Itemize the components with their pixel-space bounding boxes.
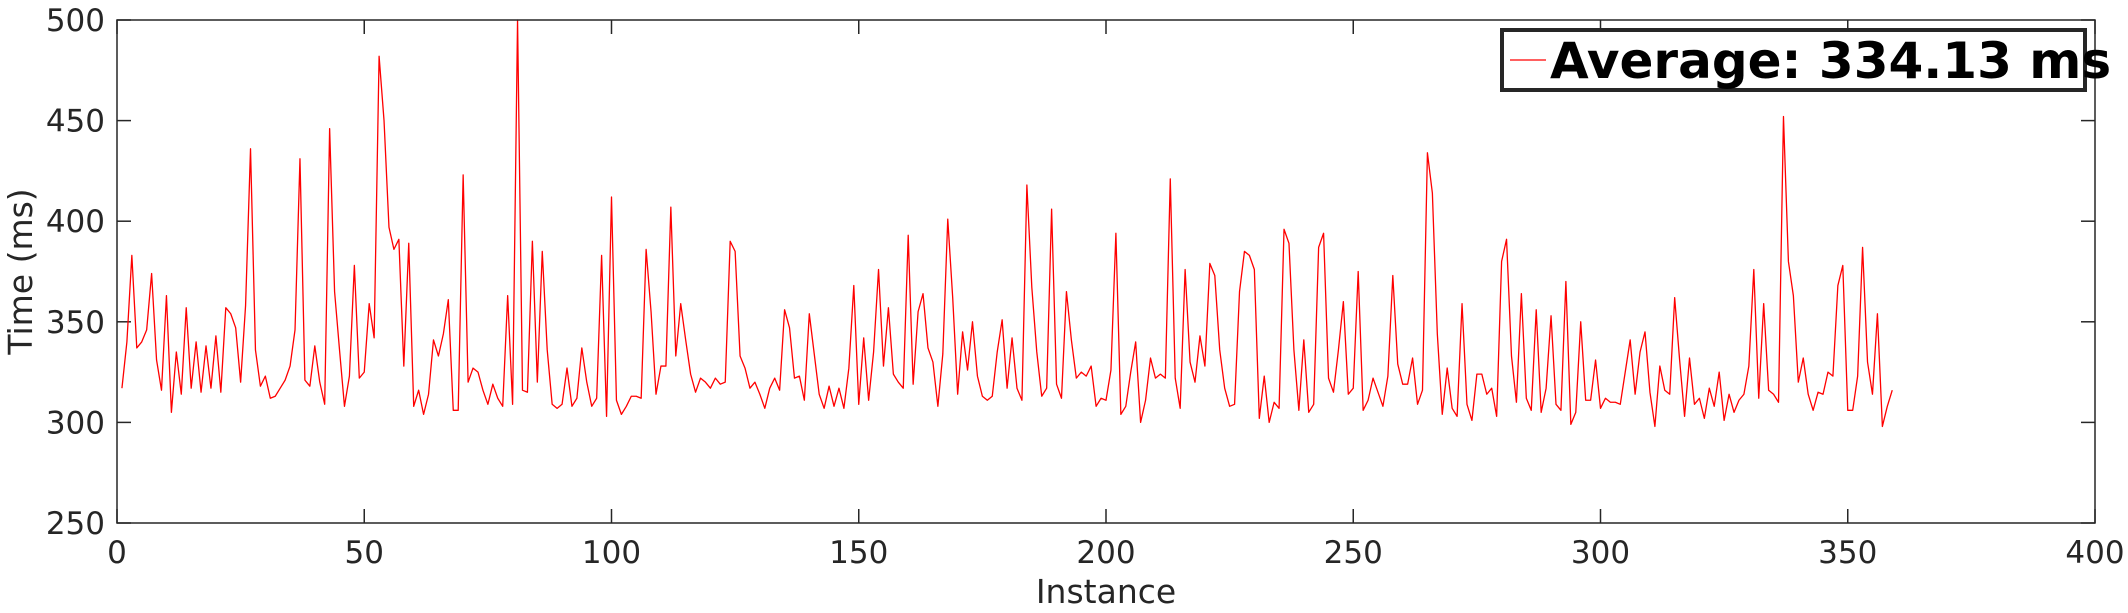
y-tick-label: 500 (46, 3, 105, 39)
x-tick-label: 150 (829, 535, 888, 571)
y-tick-label: 400 (46, 204, 105, 240)
series-layer (121, 19, 1893, 428)
legend-label: Average: 334.13 ms (1550, 32, 2111, 90)
y-axis-title: Time (ms) (1, 188, 40, 355)
y-tick-label: 300 (46, 405, 105, 441)
legend-box (1500, 28, 2087, 92)
x-tick-label: 400 (2065, 535, 2124, 571)
x-tick-label: 50 (345, 535, 384, 571)
y-tick-label: 450 (46, 104, 105, 140)
x-tick-label: 200 (1076, 535, 1135, 571)
x-tick-label: 100 (582, 535, 641, 571)
x-tick-label: 350 (1818, 535, 1877, 571)
x-tick-label: 250 (1324, 535, 1383, 571)
series-line-0 (121, 19, 1893, 428)
ticks-layer: 0 50 100 150 200 250 300 350 400 250 300 350 400 450 5… (46, 3, 2125, 571)
y-tick-label: 350 (46, 305, 105, 341)
x-axis-title: Instance (1036, 572, 1176, 611)
x-tick-label: 300 (1571, 535, 1630, 571)
y-tick-label: 250 (46, 506, 105, 542)
legend: Average: 334.13 ms (1500, 28, 2111, 92)
x-tick-label: 0 (107, 535, 127, 571)
plot-frame (116, 19, 2096, 524)
